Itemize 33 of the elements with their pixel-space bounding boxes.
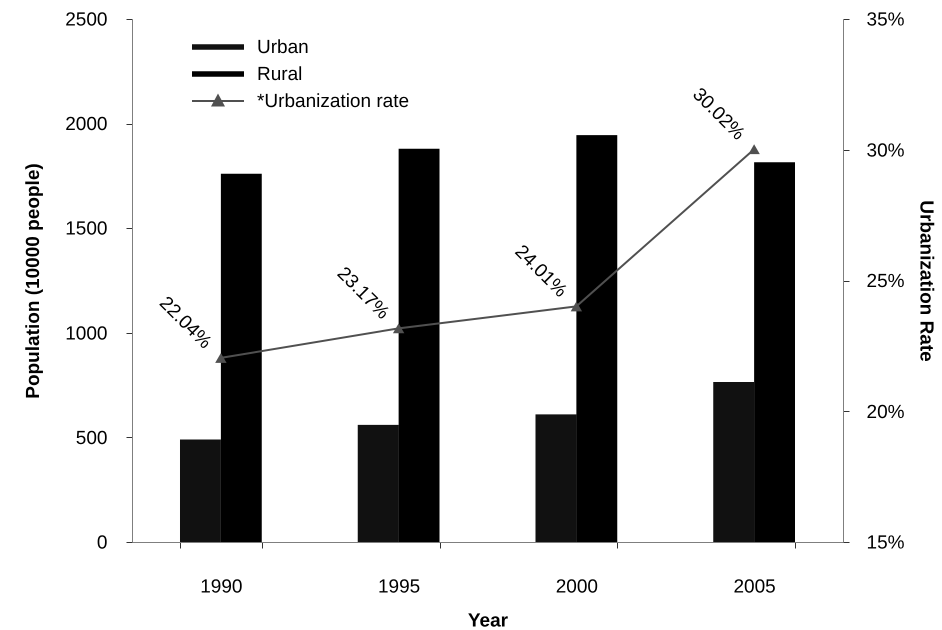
y2-tick-label: 25% — [866, 271, 905, 292]
point — [392, 323, 404, 334]
point — [748, 144, 760, 154]
y-tick-label: 1000 — [65, 323, 108, 344]
y-tick-label: 500 — [76, 428, 108, 449]
y-tick-label: 2500 — [65, 10, 108, 30]
x-axis-title: Year — [468, 610, 509, 630]
y2-tick-label: 20% — [866, 402, 905, 423]
legend-label: Urban — [257, 37, 309, 58]
y2-tick-label: 35% — [866, 10, 905, 30]
x-tick-label: 2005 — [733, 576, 776, 598]
legend-label: Rural — [257, 64, 302, 85]
x-tick-label: 1995 — [378, 576, 420, 598]
bar — [220, 174, 262, 542]
bar — [180, 439, 221, 542]
bar — [713, 382, 754, 542]
bar — [576, 135, 618, 542]
legend-label: *Urbanization rate — [257, 91, 410, 112]
x-tick-label: 2000 — [556, 576, 598, 598]
x-tick-label: 1990 — [200, 576, 243, 598]
bar — [535, 414, 576, 542]
bar — [754, 162, 796, 542]
y-tick-label: 2000 — [65, 114, 108, 136]
y2-tick-label: 30% — [866, 140, 905, 162]
y2-axis-title: Urbanization Rate — [916, 200, 937, 362]
point — [215, 352, 227, 363]
y-tick-label: 0 — [96, 532, 108, 554]
y2-tick-label: 15% — [866, 532, 905, 554]
point — [570, 301, 582, 312]
bar — [398, 148, 440, 542]
y-tick-label: 1500 — [65, 218, 108, 240]
bar — [358, 424, 399, 542]
y-axis-title: Population (10000 people) — [23, 163, 44, 399]
